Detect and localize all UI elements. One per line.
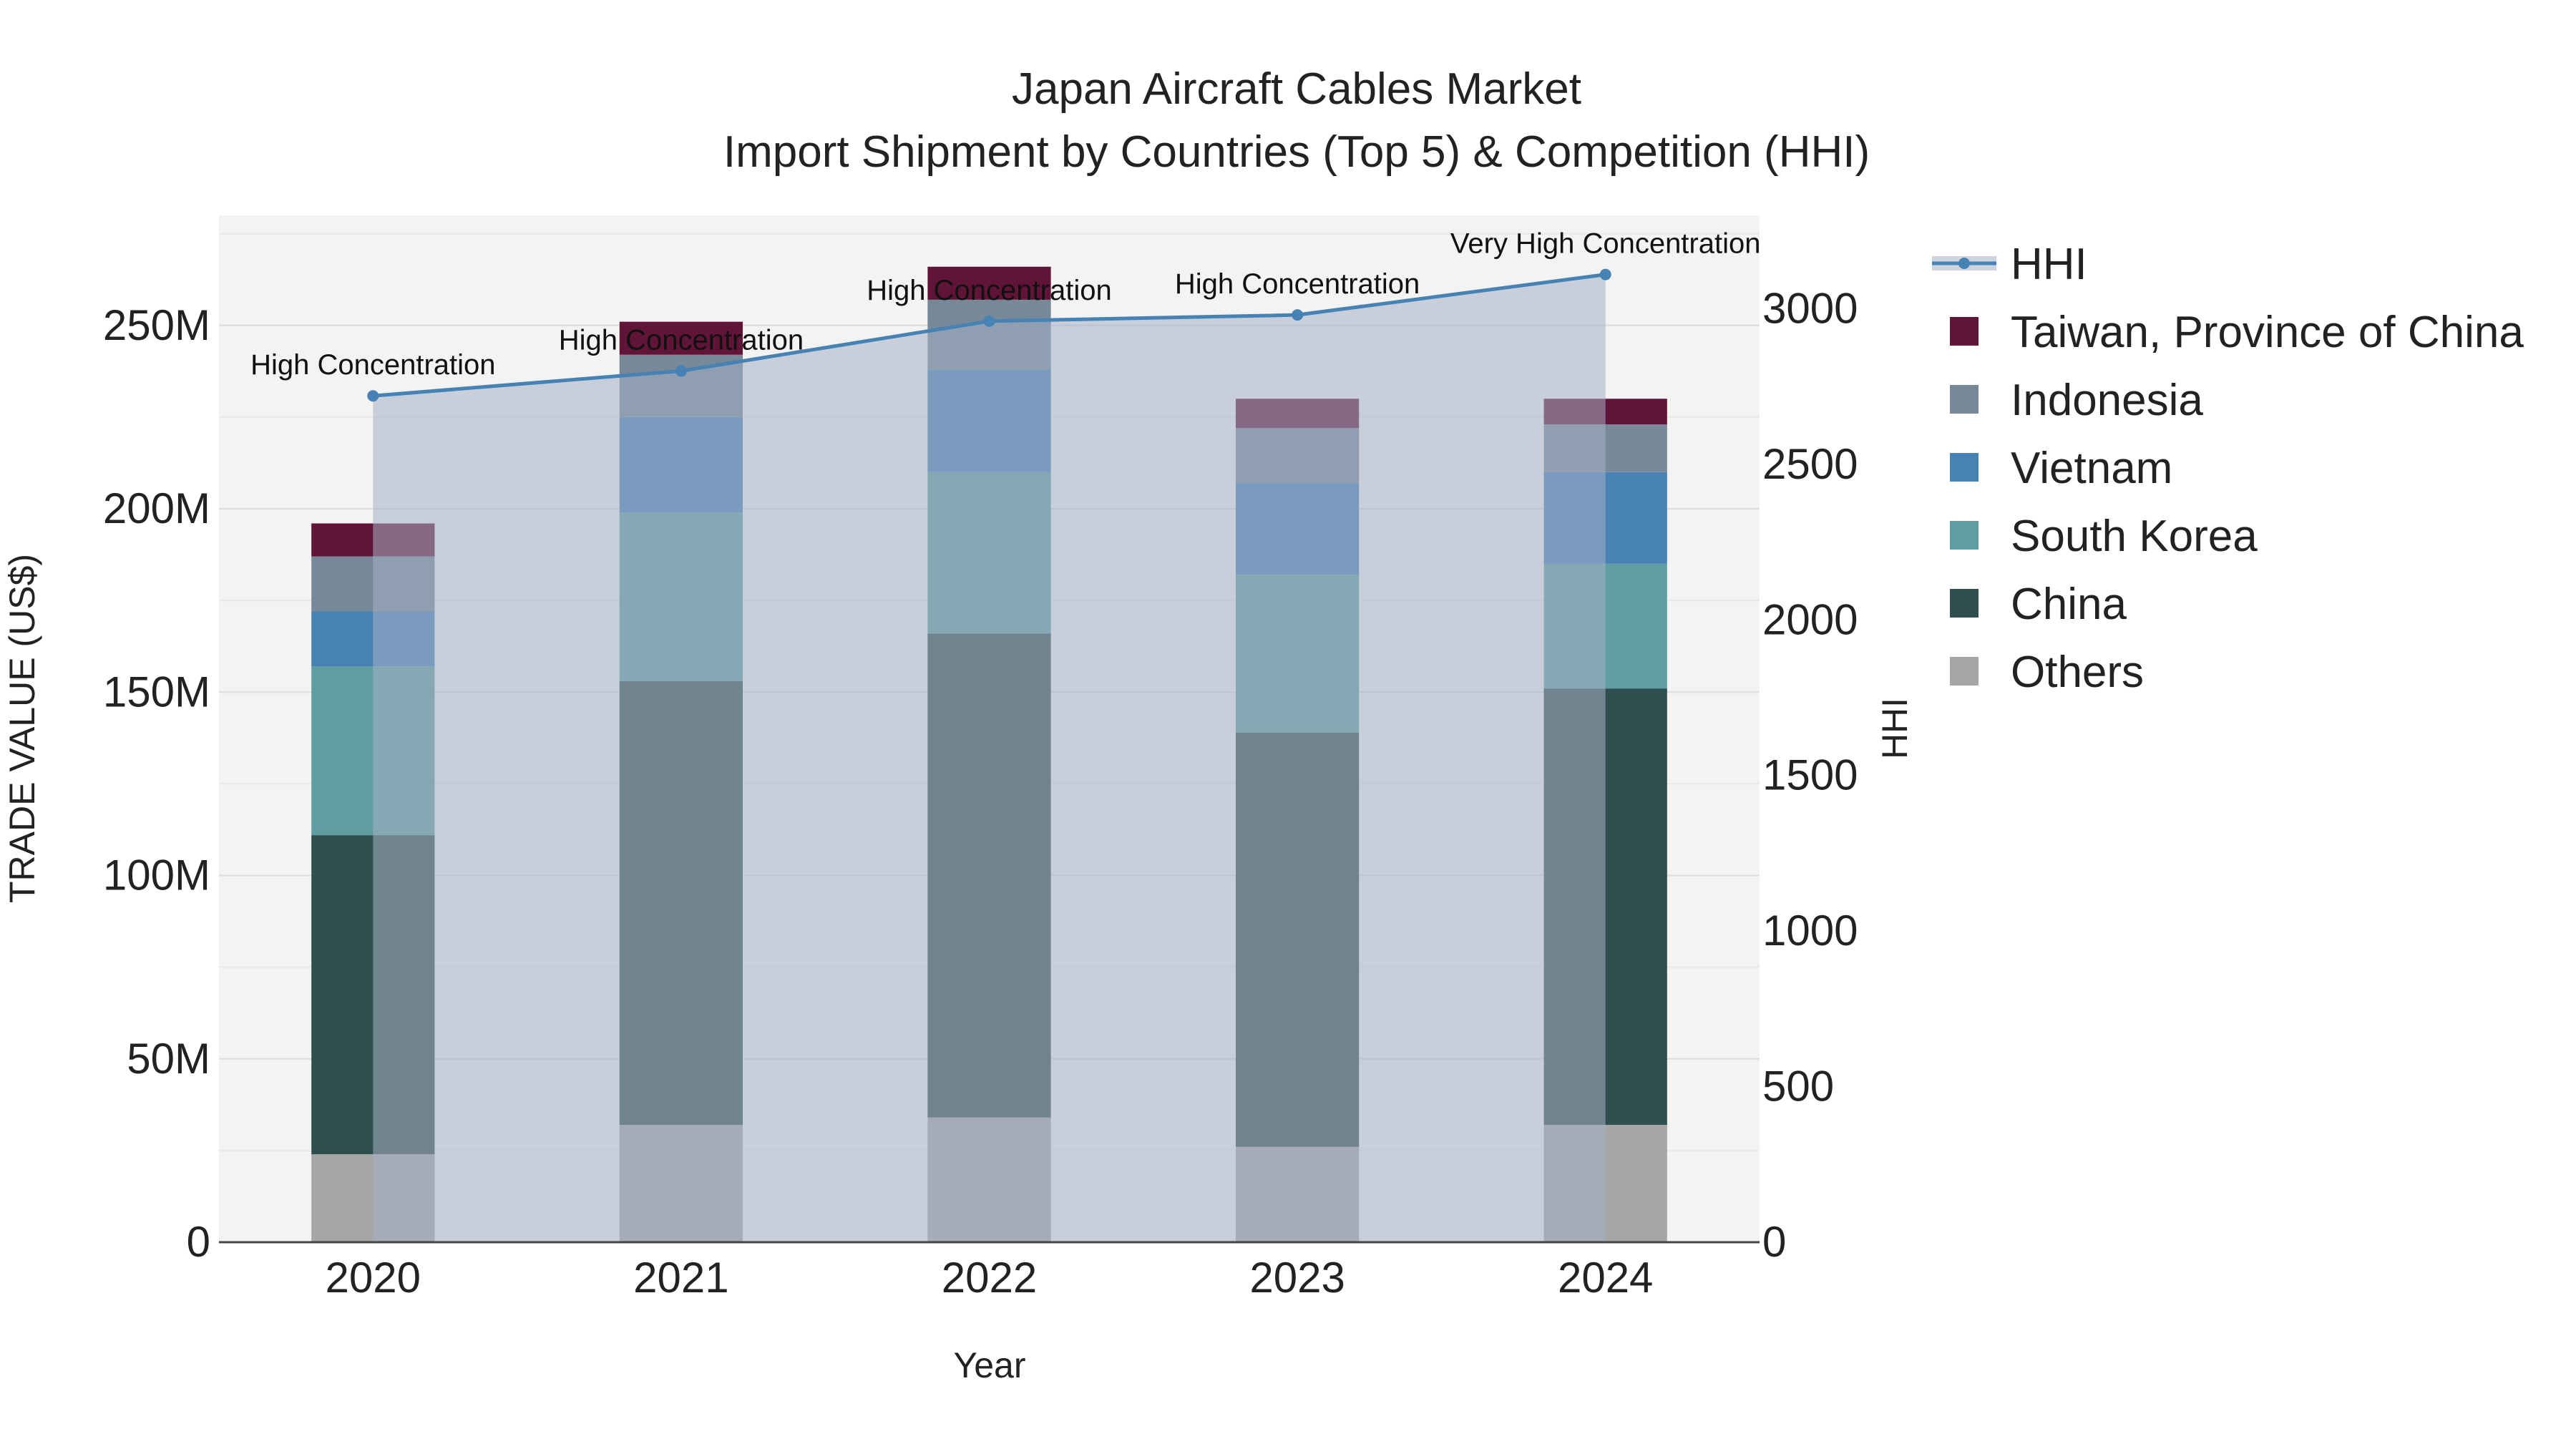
x-axis-ticks: 2020 2021 2022 2023 2024 xyxy=(326,1254,1654,1302)
y-tick-label: 200M xyxy=(103,484,210,532)
legend-label-south-korea: South Korea xyxy=(2011,512,2258,561)
legend-swatch-indonesia xyxy=(1950,385,1979,414)
legend-swatch-taiwan-province-of-china xyxy=(1950,317,1979,346)
legend-label-hhi: HHI xyxy=(2011,240,2087,289)
hhi-annotation-2023: High Concentration xyxy=(1175,268,1420,300)
legend[interactable]: HHI Taiwan, Province of China Indonesia Vie… xyxy=(1932,240,2524,697)
y2-tick-label: 2000 xyxy=(1762,595,1858,643)
y-tick-label: 150M xyxy=(103,668,210,716)
y2-axis-ticks: 0 500 1000 1500 2000 2500 3000 xyxy=(1762,284,1858,1266)
legend-swatch-china xyxy=(1950,589,1979,618)
hhi-annotation-2024: Very High Concentration xyxy=(1450,228,1761,260)
y2-axis-title: HHI xyxy=(1875,698,1915,759)
legend-swatch-others xyxy=(1950,657,1979,686)
legend-item-indonesia[interactable]: Indonesia xyxy=(1950,376,2203,425)
y2-tick-label: 3000 xyxy=(1762,284,1858,332)
y-tick-label: 0 xyxy=(187,1218,210,1266)
hhi-annotation-2020: High Concentration xyxy=(250,349,495,381)
legend-swatch-south-korea xyxy=(1950,521,1979,550)
hhi-point-2022[interactable] xyxy=(983,315,995,327)
legend-item-hhi[interactable]: HHI xyxy=(1932,240,2087,289)
chart-subtitle: Import Shipment by Countries (Top 5) & C… xyxy=(723,127,1870,177)
legend-item-vietnam[interactable]: Vietnam xyxy=(1950,444,2172,493)
x-axis-title: Year xyxy=(953,1345,1025,1385)
legend-swatch-vietnam xyxy=(1950,453,1979,482)
hhi-annotation-2022: High Concentration xyxy=(867,275,1111,306)
x-tick-label-2021: 2021 xyxy=(633,1254,728,1302)
hhi-point-2023[interactable] xyxy=(1292,309,1304,321)
y-axis-ticks: 0 50M 100M 150M 200M 250M xyxy=(103,301,210,1266)
y-tick-label: 50M xyxy=(127,1035,210,1083)
hhi-layer: High Concentration High Concentration High… xyxy=(250,228,1760,1242)
legend-item-taiwan-province-of-china[interactable]: Taiwan, Province of China xyxy=(1950,308,2524,357)
y2-tick-label: 1000 xyxy=(1762,907,1858,955)
hhi-area xyxy=(373,274,1606,1242)
x-tick-label-2023: 2023 xyxy=(1249,1254,1345,1302)
y2-tick-label: 2500 xyxy=(1762,440,1858,488)
hhi-point-2020[interactable] xyxy=(367,390,379,402)
x-tick-label-2020: 2020 xyxy=(326,1254,421,1302)
x-tick-label-2024: 2024 xyxy=(1558,1254,1653,1302)
x-tick-label-2022: 2022 xyxy=(942,1254,1037,1302)
legend-item-china[interactable]: China xyxy=(1950,580,2127,629)
hhi-annotation-2021: High Concentration xyxy=(559,324,804,356)
y-axis-title: TRADE VALUE (US$) xyxy=(2,554,42,903)
y2-tick-label: 1500 xyxy=(1762,751,1858,799)
hhi-point-2021[interactable] xyxy=(675,365,687,377)
bar-taiwan-province-of-china-2022[interactable] xyxy=(927,266,1051,300)
y2-tick-label: 0 xyxy=(1762,1218,1786,1266)
bar-taiwan-province-of-china-2021[interactable] xyxy=(619,321,743,355)
legend-label-china: China xyxy=(2011,580,2127,629)
chart-title: Japan Aircraft Cables Market xyxy=(1012,64,1581,114)
y2-tick-label: 500 xyxy=(1762,1063,1834,1111)
hhi-point-2024[interactable] xyxy=(1599,268,1611,280)
legend-label-indonesia: Indonesia xyxy=(2011,376,2203,425)
legend-swatch-hhi-marker xyxy=(1958,258,1970,269)
legend-label-vietnam: Vietnam xyxy=(2011,444,2172,493)
legend-label-others: Others xyxy=(2011,648,2144,697)
y-tick-label: 250M xyxy=(103,301,210,349)
y-tick-label: 100M xyxy=(103,852,210,899)
legend-item-south-korea[interactable]: South Korea xyxy=(1950,512,2258,561)
legend-label-taiwan-province-of-china: Taiwan, Province of China xyxy=(2011,308,2524,357)
legend-item-others[interactable]: Others xyxy=(1950,648,2144,697)
